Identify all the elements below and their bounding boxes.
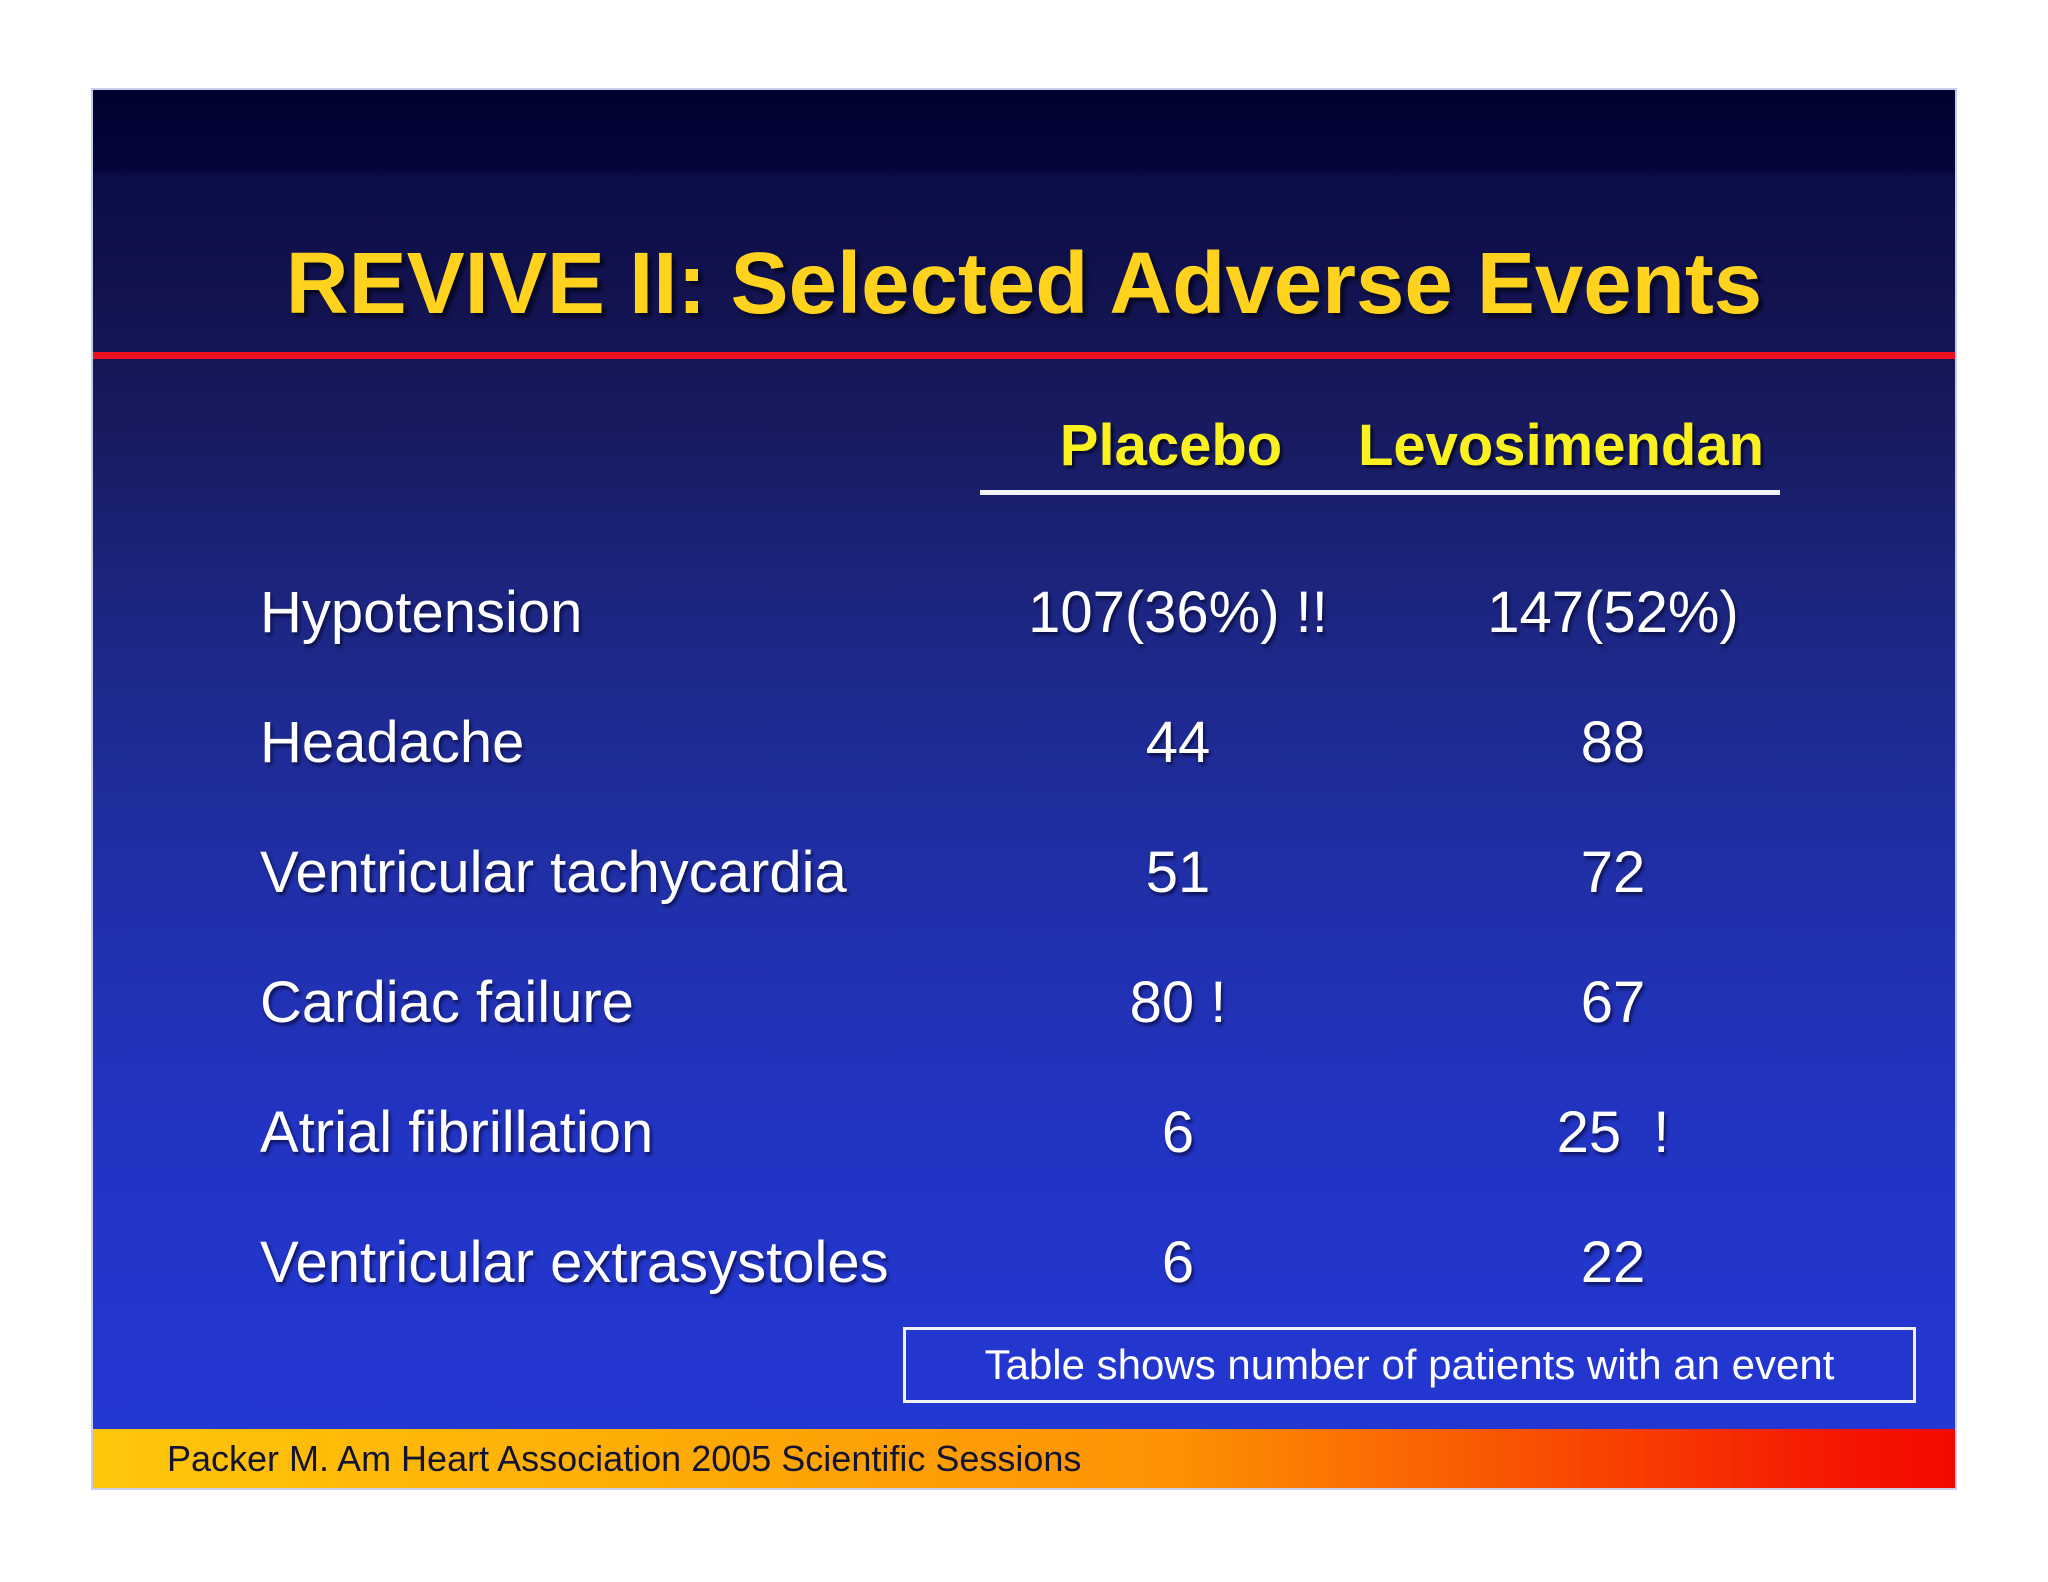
placebo-value: 44: [1145, 709, 1211, 775]
table-row: Headache 44 88: [260, 677, 1833, 807]
title-divider-line: [93, 352, 1955, 359]
levosimendan-value: 25 !: [1556, 1099, 1670, 1165]
table-row: Atrial fibrillation 6 25 !: [260, 1067, 1833, 1197]
table-row: Ventricular tachycardia 51 72: [260, 807, 1833, 937]
placebo-value: 80 !: [1129, 969, 1227, 1035]
slide-title: REVIVE II: Selected Adverse Events: [285, 235, 1763, 332]
note-text: Table shows number of patients with an e…: [984, 1341, 1835, 1388]
placebo-value: 6: [1161, 1229, 1195, 1295]
row-label: Hypotension: [260, 579, 583, 645]
levosimendan-value: 88: [1580, 709, 1646, 775]
adverse-events-table: Hypotension 107(36%) !! 147(52%) Headach…: [260, 547, 1833, 1327]
row-label: Headache: [260, 709, 525, 775]
placebo-value: 107(36%) !!: [1028, 579, 1328, 645]
slide-background: REVIVE II: Selected Adverse Events Place…: [91, 88, 1957, 1490]
footer-bar: Packer M. Am Heart Association 2005 Scie…: [93, 1429, 1955, 1488]
levosimendan-value: 22: [1580, 1229, 1646, 1295]
column-header-placebo: Placebo: [1059, 413, 1283, 478]
column-header-levosimendan: Levosimendan: [1357, 413, 1765, 478]
row-label: Atrial fibrillation: [260, 1099, 654, 1165]
levosimendan-value: 147(52%): [1487, 579, 1739, 645]
table-row: Cardiac failure 80 ! 67: [260, 937, 1833, 1067]
table-row: Ventricular extrasystoles 6 22: [260, 1197, 1833, 1327]
row-label: Ventricular tachycardia: [260, 839, 847, 905]
placebo-value: 51: [1145, 839, 1211, 905]
column-header-underline: [980, 490, 1780, 495]
levosimendan-value: 67: [1580, 969, 1646, 1035]
row-label: Cardiac failure: [260, 969, 634, 1035]
citation-text: Packer M. Am Heart Association 2005 Scie…: [167, 1437, 1082, 1479]
table-row: Hypotension 107(36%) !! 147(52%): [260, 547, 1833, 677]
row-label: Ventricular extrasystoles: [260, 1229, 889, 1295]
levosimendan-value: 72: [1580, 839, 1646, 905]
note-box: Table shows number of patients with an e…: [903, 1327, 1916, 1403]
placebo-value: 6: [1161, 1099, 1195, 1165]
